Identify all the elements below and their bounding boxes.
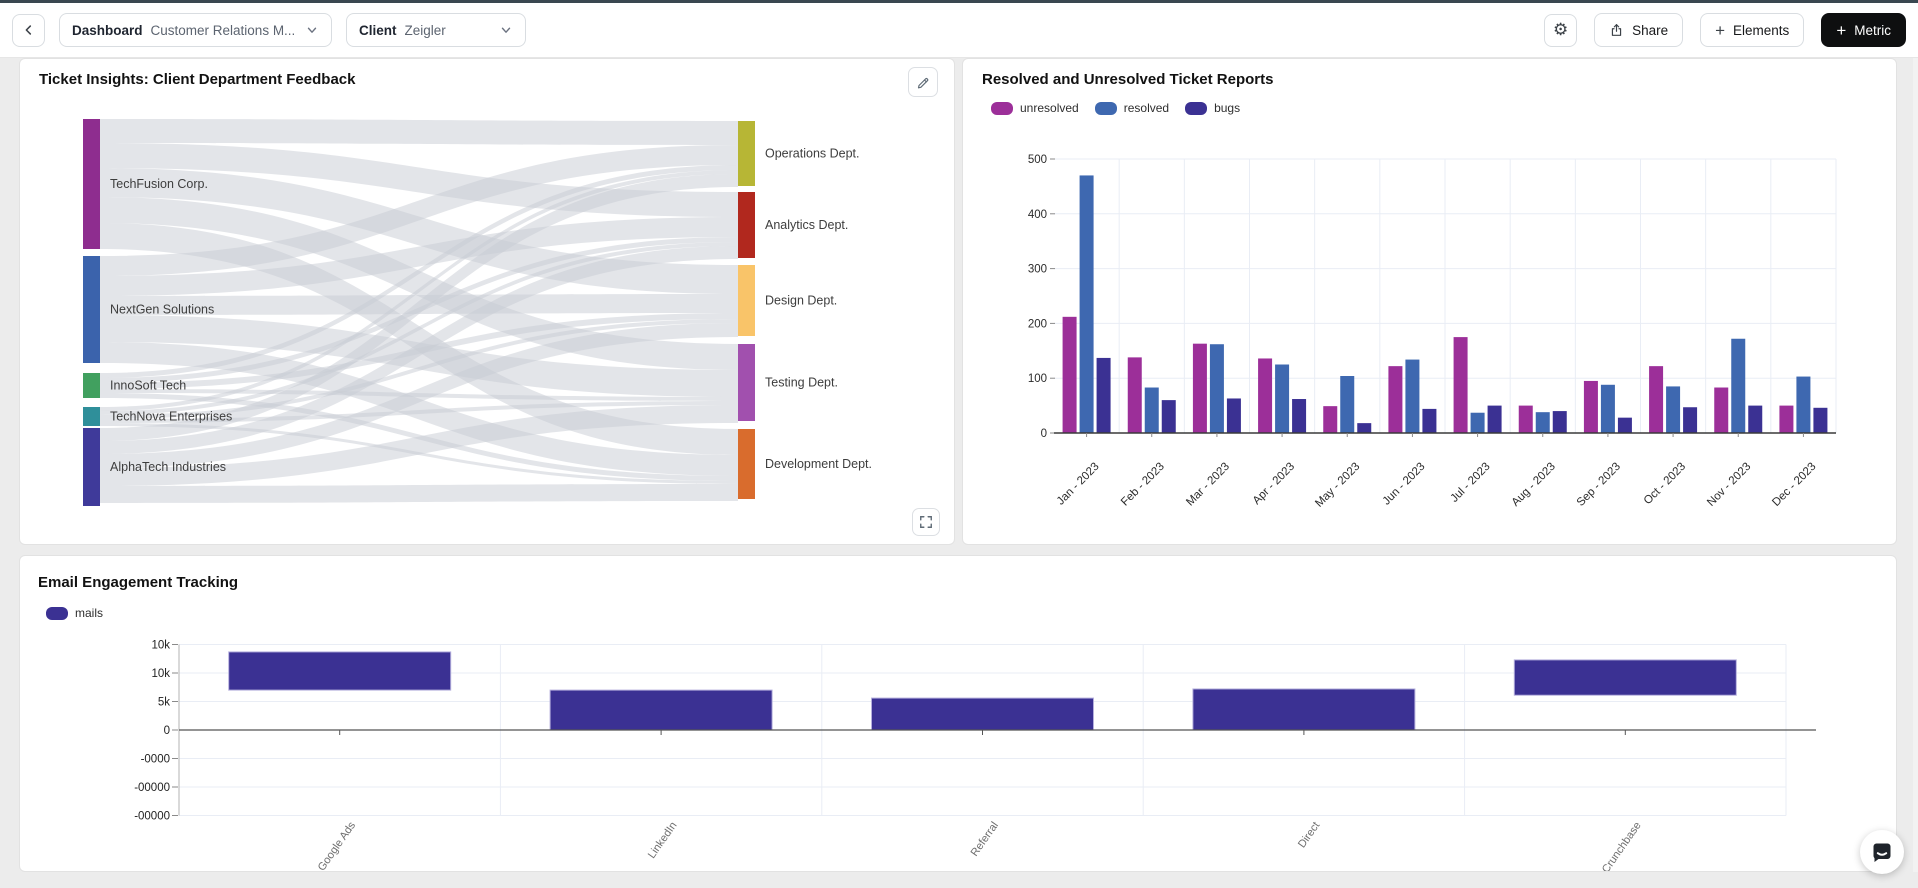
email-bar-chart: 10k 10k 5k 0 -0000 -00000 -00000 Google Ads Link… (134, 640, 1816, 871)
back-button[interactable] (12, 13, 45, 47)
dashboard-selector-label: Dashboard (72, 22, 143, 38)
chat-bubble-icon (1873, 843, 1891, 862)
svg-text:TechFusion Corp.: TechFusion Corp. (110, 177, 208, 191)
svg-text:Oct - 2023: Oct - 2023 (1642, 461, 1688, 507)
chat-launcher-button[interactable] (1860, 830, 1904, 874)
email-legend: mails (46, 606, 103, 620)
svg-text:-00000: -00000 (134, 782, 170, 794)
svg-text:Sep - 2023: Sep - 2023 (1575, 461, 1623, 509)
gear-icon: ⚙ (1552, 20, 1569, 39)
legend-swatch (1185, 101, 1208, 115)
toolbar-left: Dashboard Customer Relations M... Client… (12, 13, 526, 47)
svg-text:Apr - 2023: Apr - 2023 (1251, 461, 1297, 507)
email-panel: Email Engagement Tracking mails 10k 10k 5k… (19, 555, 1897, 872)
scrollbar-track[interactable] (1913, 58, 1918, 872)
metric-button-label: Metric (1854, 22, 1891, 38)
pencil-icon (917, 77, 928, 88)
legend-swatch (46, 606, 68, 620)
svg-text:Aug - 2023: Aug - 2023 (1510, 461, 1558, 509)
svg-text:Development Dept.: Development Dept. (765, 457, 872, 471)
plus-icon: + (1836, 20, 1847, 40)
chevron-down-icon (501, 27, 511, 33)
plus-icon: + (1715, 20, 1726, 40)
svg-text:100: 100 (1028, 373, 1047, 385)
svg-text:InnoSoft Tech: InnoSoft Tech (110, 379, 186, 393)
edit-widget-button[interactable] (908, 67, 938, 97)
svg-text:AlphaTech Industries: AlphaTech Industries (110, 460, 226, 474)
svg-text:5k: 5k (158, 697, 170, 709)
legend-swatch (1094, 101, 1117, 115)
share-button[interactable]: Share (1594, 13, 1684, 47)
sankey-panel: Ticket Insights: Client Department Feedb… (19, 58, 955, 545)
svg-text:Testing Dept.: Testing Dept. (765, 376, 838, 390)
legend-label: resolved (1123, 101, 1170, 115)
client-selector-value: Zeigler (404, 22, 446, 38)
svg-text:May - 2023: May - 2023 (1313, 461, 1362, 510)
legend-label: unresolved (1020, 101, 1079, 115)
tickets-bar-chart: 0 100 200 300 400 500 Jan - 2023 Feb - 2023 Mar … (1028, 154, 1837, 510)
sankey-diagram: TechFusion Corp. NextGen Solutions InnoSof… (83, 119, 872, 506)
legend-swatch (991, 101, 1013, 115)
toolbar: Dashboard Customer Relations M... Client… (0, 3, 1918, 58)
svg-text:TechNova Enterprises: TechNova Enterprises (110, 410, 232, 424)
svg-text:Jul - 2023: Jul - 2023 (1448, 461, 1492, 505)
svg-text:300: 300 (1028, 264, 1047, 276)
share-button-label: Share (1632, 22, 1669, 38)
svg-text:400: 400 (1028, 209, 1047, 221)
chevron-down-icon (307, 27, 317, 33)
svg-text:10k: 10k (151, 668, 170, 680)
dashboard-selector[interactable]: Dashboard Customer Relations M... (59, 13, 332, 47)
top-accent-bar (0, 0, 1918, 3)
settings-button[interactable]: ⚙ (1544, 13, 1578, 47)
elements-button[interactable]: + Elements (1700, 13, 1805, 47)
legend-item-unresolved: unresolved (991, 101, 1079, 115)
legend-label: mails (75, 606, 104, 620)
tickets-legend: unresolved resolved bugs (991, 101, 1240, 115)
svg-text:Analytics Dept.: Analytics Dept. (765, 218, 848, 232)
client-selector-label: Client (359, 22, 397, 38)
email-panel-title: Email Engagement Tracking (38, 574, 239, 591)
svg-text:LinkedIn: LinkedIn (646, 820, 680, 861)
svg-text:Nov - 2023: Nov - 2023 (1705, 461, 1753, 509)
svg-text:200: 200 (1028, 318, 1047, 330)
share-icon (1611, 24, 1622, 36)
svg-text:NextGen Solutions: NextGen Solutions (110, 303, 214, 317)
chevron-left-icon (25, 25, 31, 35)
toolbar-right: ⚙ Share + Elements + Metric (1544, 13, 1906, 47)
legend-item-mails: mails (46, 606, 103, 620)
svg-text:Mar - 2023: Mar - 2023 (1184, 461, 1232, 509)
svg-text:500: 500 (1028, 154, 1047, 166)
svg-text:Crunchbase: Crunchbase (1600, 820, 1644, 871)
svg-text:Jan - 2023: Jan - 2023 (1055, 461, 1102, 508)
svg-text:Dec - 2023: Dec - 2023 (1770, 461, 1818, 509)
legend-item-resolved: resolved (1094, 101, 1170, 115)
svg-text:Feb - 2023: Feb - 2023 (1119, 461, 1167, 509)
legend-item-bugs: bugs (1185, 101, 1240, 115)
legend-label: bugs (1214, 101, 1241, 115)
tickets-panel-title: Resolved and Unresolved Ticket Reports (982, 71, 1274, 88)
svg-text:0: 0 (1041, 428, 1047, 440)
svg-text:Operations Dept.: Operations Dept. (765, 147, 860, 161)
svg-text:Direct: Direct (1296, 820, 1322, 850)
sankey-panel-title: Ticket Insights: Client Department Feedb… (39, 71, 356, 88)
tickets-panel: Resolved and Unresolved Ticket Reports u… (962, 58, 1897, 545)
svg-text:10k: 10k (151, 640, 170, 652)
svg-text:Referral: Referral (969, 820, 1001, 859)
svg-text:Design Dept.: Design Dept. (765, 294, 837, 308)
elements-button-label: Elements (1733, 22, 1790, 38)
metric-button[interactable]: + Metric (1821, 13, 1906, 47)
svg-text:Jun - 2023: Jun - 2023 (1381, 461, 1428, 508)
svg-text:-00000: -00000 (134, 811, 170, 823)
fullscreen-icon (920, 516, 932, 528)
svg-text:Google Ads: Google Ads (316, 819, 359, 871)
svg-text:-0000: -0000 (141, 754, 170, 766)
expand-widget-button[interactable] (912, 508, 940, 536)
svg-text:0: 0 (164, 725, 170, 737)
dashboard-selector-value: Customer Relations M... (150, 22, 296, 38)
client-selector[interactable]: Client Zeigler (346, 13, 526, 47)
